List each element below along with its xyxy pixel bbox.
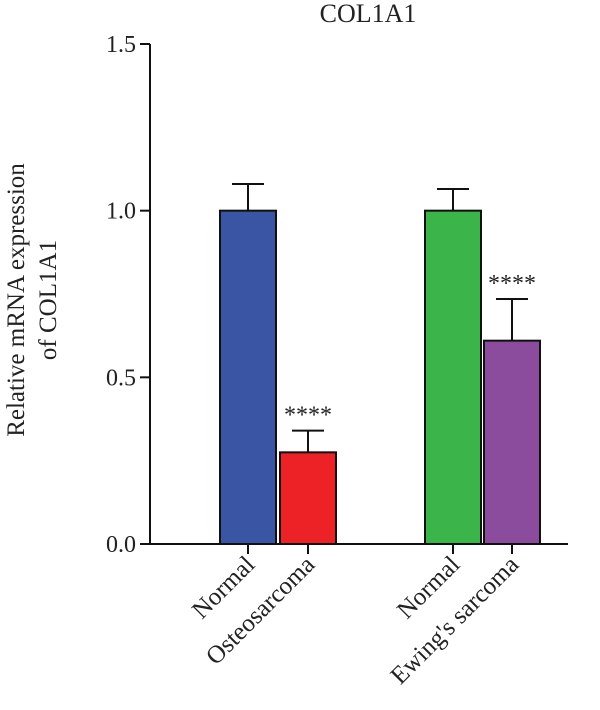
y-tick-label: 0.5 xyxy=(106,365,136,391)
y-tick-label: 1.5 xyxy=(106,32,136,58)
y-axis-label: Relative mRNA expression of COL1A1 xyxy=(3,163,62,437)
error-bars xyxy=(232,183,528,453)
y-axis-label-line2: of COL1A1 xyxy=(35,240,62,360)
y-axis-label-line1: Relative mRNA expression xyxy=(3,163,30,437)
significance-annotations: **** **** xyxy=(284,271,536,429)
bar-3 xyxy=(424,209,482,546)
bars xyxy=(219,209,541,546)
y-tick-label: 1.0 xyxy=(106,199,136,225)
y-tick-label: 0.0 xyxy=(106,532,136,558)
y-ticks: 0.0 0.5 1.0 1.5 xyxy=(106,32,150,558)
bar-2 xyxy=(279,451,337,546)
chart-title: COL1A1 xyxy=(320,0,417,28)
bar-1 xyxy=(219,209,277,546)
significance-label-2: **** xyxy=(284,403,332,429)
bar-4 xyxy=(483,339,541,545)
significance-label-4: **** xyxy=(488,271,536,297)
